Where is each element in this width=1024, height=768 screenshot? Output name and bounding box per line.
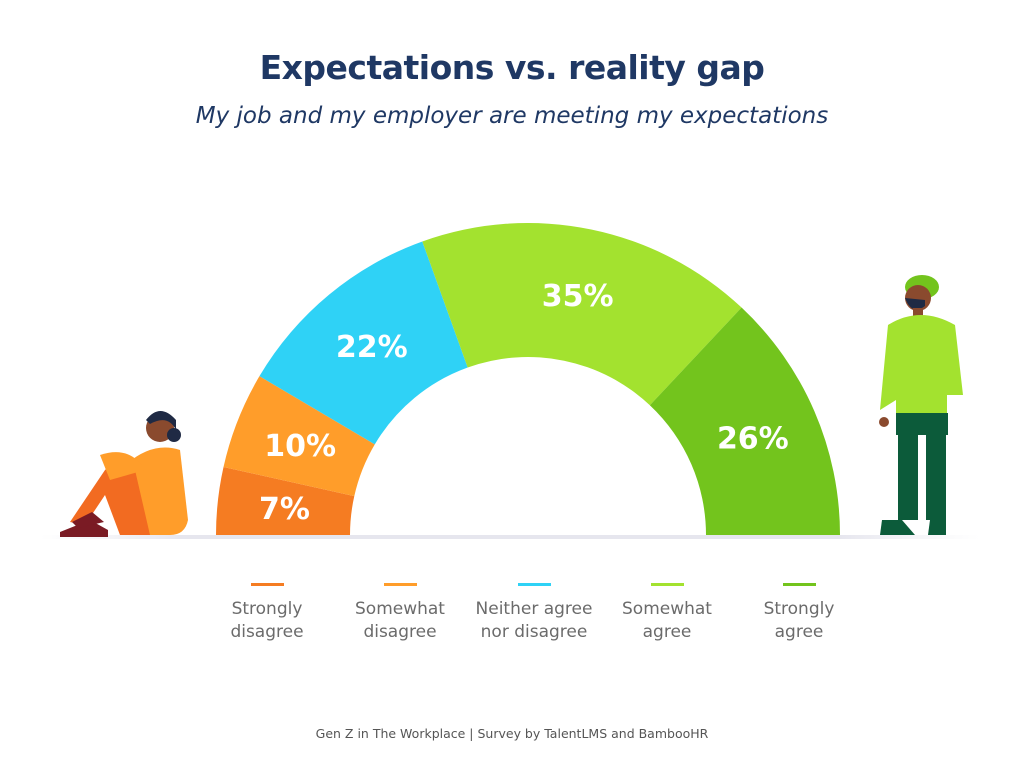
legend-label: Somewhat disagree: [355, 599, 445, 642]
segment-neither-agree-nor-disagree: [259, 241, 468, 445]
legend-item-somewhat-disagree: Somewhat disagree: [325, 583, 475, 644]
segment-strongly-agree: [649, 307, 840, 535]
data-label: 26%: [717, 422, 789, 457]
legend-label: Strongly agree: [763, 599, 835, 642]
legend-swatch: [517, 583, 551, 586]
data-label: 7%: [259, 492, 310, 527]
segment-strongly-disagree: [216, 466, 355, 535]
legend-item-strongly-agree: Strongly agree: [724, 583, 874, 644]
data-label: 22%: [336, 330, 408, 365]
legend-swatch: [250, 583, 284, 586]
segment-somewhat-agree: [422, 223, 742, 406]
ground-shadow: [40, 535, 980, 539]
chart-segments: [216, 223, 840, 535]
data-label: 10%: [264, 429, 336, 464]
standing-person-illustration: [879, 275, 963, 535]
legend-swatch: [782, 583, 816, 586]
source-footer: Gen Z in The Workplace | Survey by Talen…: [315, 726, 709, 741]
segment-somewhat-disagree: [223, 376, 375, 497]
chart-subtitle: My job and my employer are meeting my ex…: [195, 103, 829, 129]
legend-label: Strongly disagree: [230, 599, 304, 642]
legend-swatch: [383, 583, 417, 586]
legend-label: Neither agree nor disagree: [475, 599, 593, 642]
legend-item-somewhat-agree: Somewhat agree: [592, 583, 742, 644]
legend-label: Somewhat agree: [622, 599, 712, 642]
chart-title: Expectations vs. reality gap: [259, 48, 765, 87]
data-label: 35%: [542, 279, 614, 314]
legend-item-strongly-disagree: Strongly disagree: [192, 583, 342, 644]
legend-item-neither: Neither agree nor disagree: [459, 583, 609, 644]
sitting-person-illustration: [60, 411, 188, 537]
legend-swatch: [650, 583, 684, 586]
chart-data-labels: 7% 10% 22% 35% 26%: [259, 279, 789, 527]
